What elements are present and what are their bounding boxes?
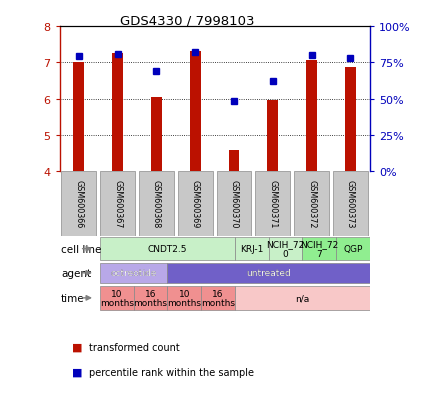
Text: untreated: untreated <box>246 269 291 278</box>
Bar <box>235 286 370 311</box>
Text: GSM600372: GSM600372 <box>307 180 316 228</box>
Text: NCIH_72
7: NCIH_72 7 <box>300 240 338 259</box>
Bar <box>336 237 370 261</box>
Bar <box>112 54 123 172</box>
Bar <box>229 151 239 172</box>
Text: 16
months: 16 months <box>133 289 167 307</box>
Bar <box>306 61 317 172</box>
Bar <box>269 237 302 261</box>
Bar <box>167 286 201 311</box>
Bar <box>235 237 269 261</box>
Text: transformed count: transformed count <box>89 342 180 352</box>
Text: 16
months: 16 months <box>201 289 235 307</box>
Bar <box>139 172 174 236</box>
Bar <box>151 97 162 172</box>
Text: cell line: cell line <box>61 244 102 254</box>
Bar <box>100 172 135 236</box>
Text: GSM600370: GSM600370 <box>230 180 238 228</box>
Bar <box>333 172 368 236</box>
Bar <box>267 101 278 172</box>
Text: agent: agent <box>61 268 91 278</box>
Text: NCIH_72
0: NCIH_72 0 <box>266 240 305 259</box>
Bar <box>100 263 167 283</box>
Text: GSM600369: GSM600369 <box>191 180 200 228</box>
Text: time: time <box>61 293 85 303</box>
Bar <box>62 172 96 236</box>
Bar <box>255 172 290 236</box>
Text: GSM600371: GSM600371 <box>268 180 277 228</box>
Text: percentile rank within the sample: percentile rank within the sample <box>89 367 254 377</box>
Text: ■: ■ <box>72 342 83 352</box>
Text: GSM600373: GSM600373 <box>346 180 355 228</box>
Text: GSM600367: GSM600367 <box>113 180 122 228</box>
Bar <box>100 237 235 261</box>
Text: KRJ-1: KRJ-1 <box>240 244 264 254</box>
Text: untreated: untreated <box>246 269 291 278</box>
Bar <box>100 286 134 311</box>
Text: n/a: n/a <box>295 294 309 303</box>
Text: CNDT2.5: CNDT2.5 <box>147 244 187 254</box>
Text: GSM600368: GSM600368 <box>152 180 161 228</box>
Bar <box>167 263 370 283</box>
Text: 10
months: 10 months <box>167 289 201 307</box>
Bar <box>134 286 167 311</box>
Bar <box>217 172 252 236</box>
Bar <box>190 52 201 172</box>
Text: ■: ■ <box>72 367 83 377</box>
Text: octreotide: octreotide <box>110 269 157 278</box>
Text: octreotide: octreotide <box>110 269 157 278</box>
Text: GSM600366: GSM600366 <box>74 180 83 228</box>
Bar <box>178 172 212 236</box>
Bar <box>201 286 235 311</box>
Bar <box>294 172 329 236</box>
Text: QGP: QGP <box>343 244 363 254</box>
Bar <box>302 237 336 261</box>
Bar <box>345 68 356 172</box>
Text: 10
months: 10 months <box>100 289 134 307</box>
Text: GDS4330 / 7998103: GDS4330 / 7998103 <box>120 14 254 27</box>
Bar <box>74 63 84 172</box>
